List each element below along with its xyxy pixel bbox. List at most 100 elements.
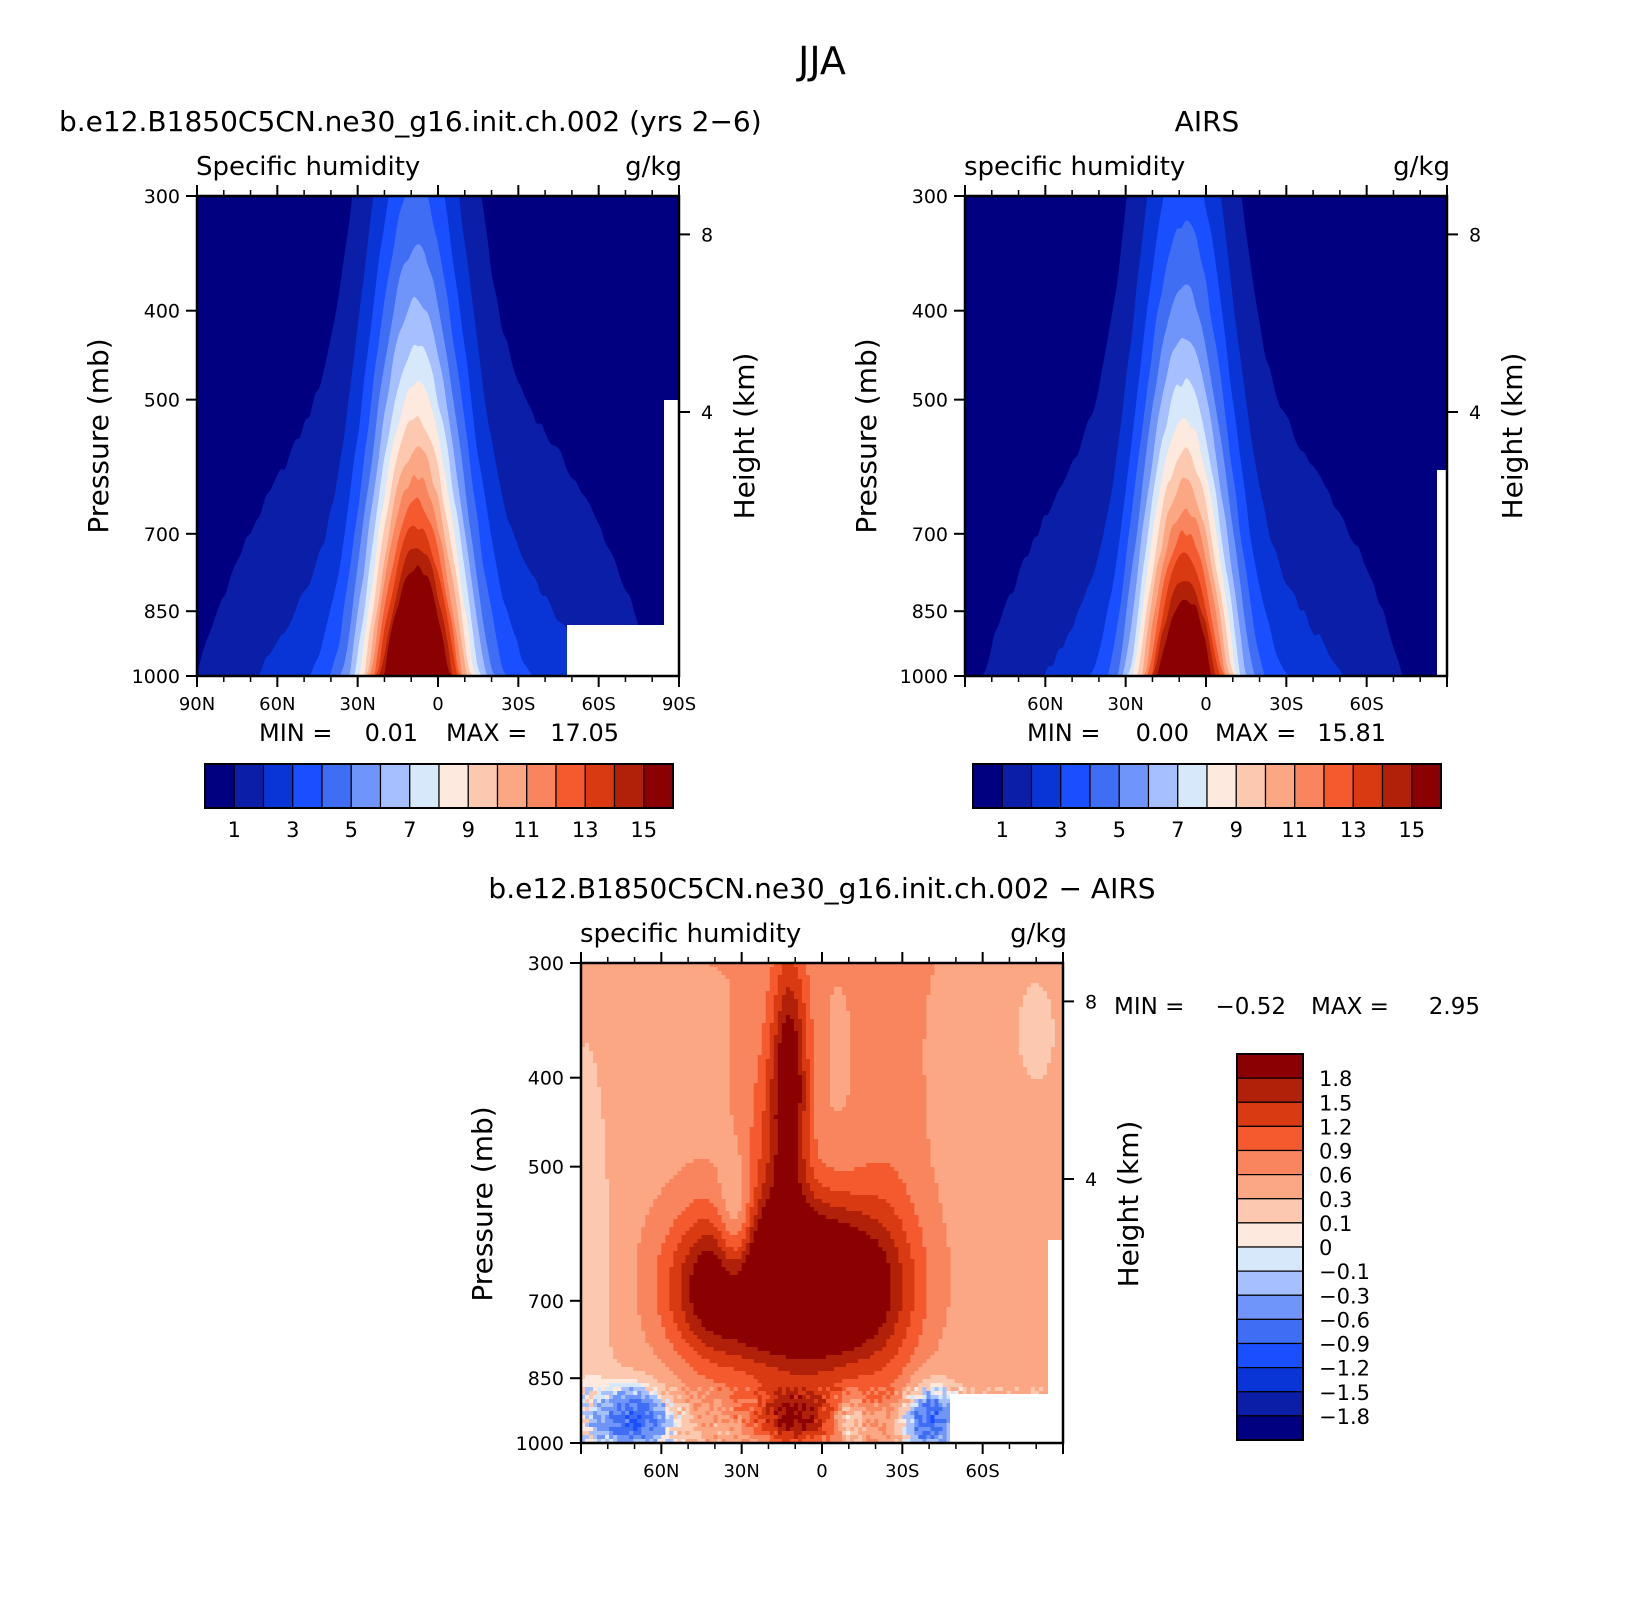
diff-cell [930,1091,936,1096]
diff-cell [637,1119,642,1124]
diff-cell [685,983,691,988]
diff-cell [1034,991,1040,996]
diff-cell [998,1099,1004,1104]
diff-cell [970,1067,976,1072]
diff-cell [785,1031,791,1036]
diff-cell [757,1047,763,1052]
diff-cell [878,1055,883,1060]
diff-cell [665,1055,670,1060]
diff-cell [854,975,859,980]
diff-cell [942,1035,948,1040]
diff-cell [1058,1027,1063,1032]
diff-cell [938,983,944,988]
diff-cell [1050,995,1056,1000]
diff-cell [1058,1075,1063,1080]
diff-cell [990,987,996,992]
diff-cell [781,1107,787,1112]
diff-cell [862,1031,867,1036]
diff-cell [958,1031,964,1036]
diff-cell [721,991,727,996]
diff-cell [994,963,1000,968]
diff-cell [902,991,907,996]
diff-cell [830,1075,835,1080]
diff-cell [813,975,819,980]
diff-cell [629,1047,634,1052]
diff-cell [637,1055,642,1060]
diff-cell [1030,1027,1036,1032]
diff-cell [585,1051,590,1056]
diff-cell [661,1103,666,1108]
diff-cell [689,1023,695,1028]
diff-cell [785,1035,791,1040]
diff-cell [793,971,799,976]
diff-cell [994,1031,1000,1036]
diff-cell [922,983,928,988]
diff-cell [641,1011,646,1016]
diff-cell [737,987,743,992]
diff-cell [733,995,739,1000]
diff-cell [998,987,1004,992]
diff-cell [617,1087,622,1092]
diff-cell [729,967,735,972]
diff-cell [645,1055,650,1060]
diff-cell [633,1063,638,1068]
colorbar-label: 9 [462,818,475,842]
diff-cell [801,1107,807,1112]
diff-cell [817,1055,823,1060]
diff-cell [1030,1083,1036,1088]
diff-cell [826,1107,831,1112]
diff-cell [621,1027,626,1032]
diff-cell [657,1035,662,1040]
diff-cell [621,987,626,992]
diff-cell [681,1003,687,1008]
diff-cell [970,1011,976,1016]
diff-cell [850,1003,855,1008]
diff-cell [649,1075,654,1080]
diff-cell [1054,1079,1060,1084]
diff-cell [974,1043,980,1048]
diff-cell [649,1003,654,1008]
diff-cell [982,1075,988,1080]
diff-cell [962,1103,968,1108]
diff-cell [641,1035,646,1040]
diff-cell [813,1095,819,1100]
diff-cell [697,1071,703,1076]
x-tick-label: 0 [432,694,443,715]
diff-cell [934,1011,940,1016]
diff-cell [906,1027,911,1032]
diff-cell [870,975,875,980]
diff-cell [657,1079,662,1084]
diff-cell [1006,1027,1012,1032]
diff-cell [1050,1079,1056,1084]
diff-cell [785,1107,791,1112]
diff-cell [805,1055,811,1060]
diff-cell [850,995,855,1000]
diff-cell [741,1059,747,1064]
diff-cell [637,1063,642,1068]
diff-cell [621,1007,626,1012]
diff-cell [741,983,747,988]
diff-cell [982,987,988,992]
diff-cell [838,1087,843,1092]
diff-cell [581,967,586,972]
diff-cell [589,971,594,976]
diff-cell [817,967,823,972]
diff-cell [661,1047,666,1052]
diff-cell [753,1059,759,1064]
diff-cell [713,991,719,996]
diff-cell [725,1023,731,1028]
diff-cell [805,1039,811,1044]
diff-cell [633,1111,638,1116]
diff-cell [842,983,847,988]
colorbar-label: 3 [1054,818,1067,842]
diff-cell [701,963,707,968]
diff-cell [665,1103,670,1108]
diff-cell [914,1023,919,1028]
diff-cell [705,971,711,976]
diff-cell [765,1059,771,1064]
diff-cell [797,1031,803,1036]
diff-cell [797,1119,803,1124]
diff-cell [890,991,895,996]
diff-cell [998,1039,1004,1044]
diff-cell [1010,1011,1016,1016]
